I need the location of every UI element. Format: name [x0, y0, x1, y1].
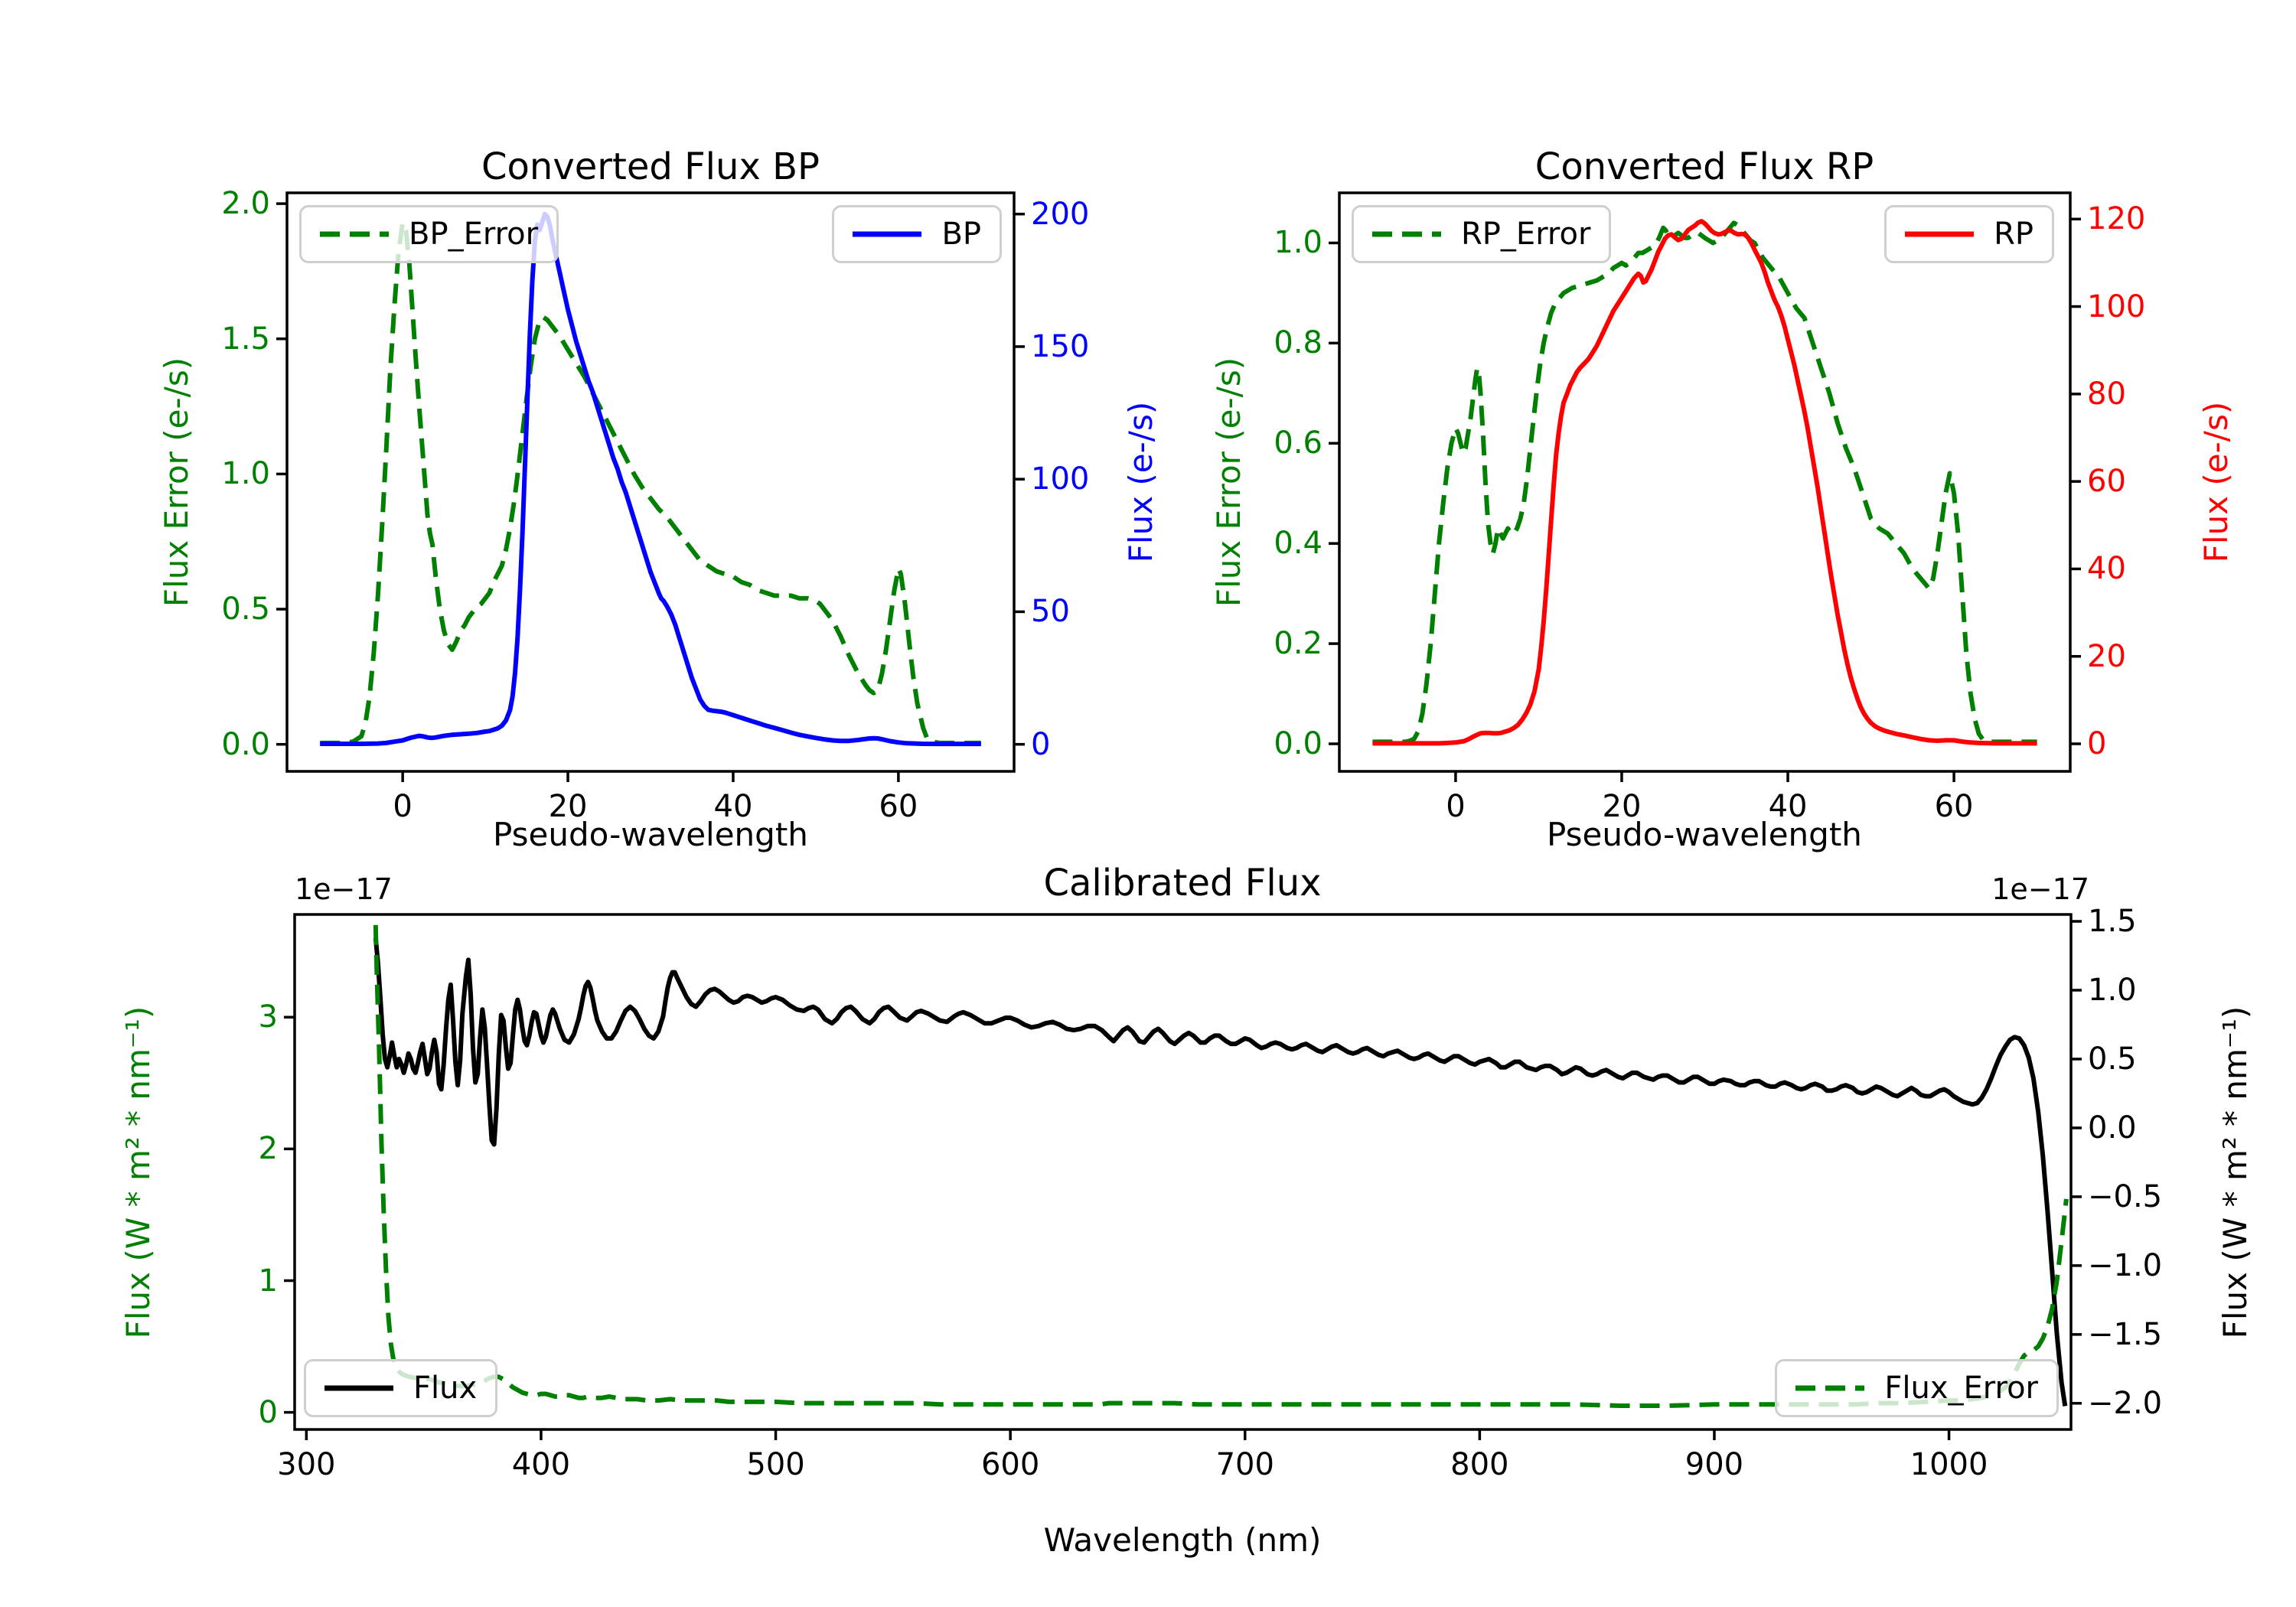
bp-left-ylabel: Flux Error (e-/s) [157, 357, 195, 608]
flux-legend-line [325, 1385, 393, 1391]
rp-right-tick-label: 20 [2087, 638, 2126, 674]
cal-x-tick-label: 300 [277, 1447, 336, 1482]
bp-error-curve [320, 220, 981, 745]
rp-legend-line [1905, 231, 1975, 237]
bp-xlabel: Pseudo-wavelength [493, 816, 808, 853]
rp-legend-label: RP [1994, 217, 2033, 252]
bp-left-tick-label: 1.0 [221, 456, 270, 492]
cal-left-tick-label: 2 [258, 1131, 278, 1167]
rp-left-tick-label: 0.6 [1274, 425, 1322, 461]
bp-right-ylabel: Flux (e-/s) [1121, 401, 1159, 563]
rp-left-tick-label: 0.4 [1274, 526, 1322, 562]
rp-right-tick-label: 120 [2087, 201, 2146, 237]
rp-x-tick-label: 0 [1446, 789, 1466, 824]
flux-error-legend: Flux_Error [1775, 1359, 2059, 1417]
cal-right-tick-label: −2.0 [2088, 1385, 2163, 1421]
cal-right-tick-label: 0.5 [2088, 1041, 2137, 1077]
bp-legend-label: BP [941, 217, 981, 252]
cal-left-tick-label: 1 [258, 1263, 278, 1299]
rp-left-tick-label: 0.8 [1274, 325, 1322, 361]
rp-plot-area [1372, 219, 2037, 746]
bp-error-legend-line [320, 231, 389, 237]
rp-right-tick-label: 100 [2087, 288, 2146, 324]
bp-right-tick-label: 150 [1031, 328, 1090, 364]
rp-curve [1372, 219, 2037, 746]
bp-plot-area [320, 211, 981, 747]
cal-x-tick-label: 700 [1215, 1447, 1274, 1482]
bp-left-tick-label: 0.5 [221, 592, 270, 627]
bp-right-tick-label: 0 [1031, 726, 1051, 762]
bp-right-tick-label: 200 [1031, 196, 1090, 232]
cal-right-tick-label: 1.0 [2088, 972, 2137, 1008]
rp-error-legend-line [1372, 231, 1441, 237]
bp-right-tick-label: 100 [1031, 461, 1090, 497]
flux-error-legend-label: Flux_Error [1884, 1371, 2038, 1406]
cal-right-ylabel: Flux (W * m² * nm⁻¹) [2216, 1006, 2254, 1339]
bp-x-tick-label: 20 [548, 789, 588, 824]
rp-right-tick-label: 60 [2087, 464, 2126, 500]
rp-legend: RP [1884, 205, 2054, 263]
rp-right-tick-label: 0 [2087, 726, 2107, 761]
cal-left-tick-label: 0 [258, 1394, 278, 1430]
rp-error-curve [1372, 220, 2037, 745]
bp-x-tick-label: 60 [879, 789, 918, 824]
cal-xlabel: Wavelength (nm) [1043, 1521, 1322, 1559]
cal-left-offset-text: 1e−17 [295, 872, 393, 906]
bp-left-tick-label: 1.5 [221, 321, 270, 357]
cal-x-tick-label: 500 [746, 1447, 805, 1482]
rp-x-tick-label: 40 [1768, 789, 1808, 824]
cal-left-ylabel: Flux (W * m² * nm⁻¹) [119, 1006, 157, 1339]
bp-spines [285, 191, 1016, 773]
rp-spines [1338, 191, 2072, 773]
bp-error-legend: BP_Error [299, 205, 559, 263]
rp-left-tick-label: 0.0 [1274, 726, 1322, 761]
cal-x-tick-label: 600 [980, 1447, 1040, 1482]
flux-curve [373, 937, 2068, 1407]
cal-spines [293, 913, 2073, 1431]
bp-left-tick-label: 2.0 [221, 186, 270, 222]
flux-error-curve [373, 924, 2069, 1408]
rp-error-legend: RP_Error [1352, 205, 1612, 263]
cal-x-tick-label: 400 [511, 1447, 571, 1482]
flux-legend-label: Flux [413, 1371, 478, 1406]
rp-left-tick-label: 0.2 [1274, 626, 1322, 662]
cal-right-tick-label: −1.5 [2088, 1316, 2163, 1352]
cal-right-tick-label: −0.5 [2088, 1178, 2163, 1214]
rp-x-tick-label: 20 [1602, 789, 1642, 824]
rp-right-ylabel: Flux (e-/s) [2197, 401, 2235, 563]
flux-legend: Flux [304, 1359, 498, 1417]
rp-error-legend-label: RP_Error [1461, 217, 1591, 252]
bp-title: Converted Flux BP [481, 145, 820, 188]
bp-curve [320, 211, 981, 747]
bp-x-tick-label: 0 [393, 789, 413, 824]
cal-right-offset-text: 1e−17 [1991, 872, 2089, 906]
bp-legend-line [853, 231, 922, 237]
bp-x-tick-label: 40 [713, 789, 753, 824]
cal-right-tick-label: 0.0 [2088, 1110, 2137, 1146]
bp-left-tick-label: 0.0 [221, 726, 270, 762]
bp-error-legend-label: BP_Error [409, 217, 539, 252]
cal-plot-area [373, 924, 2069, 1408]
cal-right-tick-label: −1.0 [2088, 1247, 2163, 1283]
bp-right-tick-label: 50 [1031, 594, 1070, 630]
cal-x-tick-label: 1000 [1910, 1447, 1988, 1482]
rp-xlabel: Pseudo-wavelength [1547, 816, 1862, 853]
rp-x-tick-label: 60 [1934, 789, 1974, 824]
cal-x-tick-label: 900 [1684, 1447, 1744, 1482]
rp-left-ylabel: Flux Error (e-/s) [1209, 357, 1247, 608]
cal-right-tick-label: 1.5 [2088, 903, 2137, 939]
cal-title: Calibrated Flux [1043, 862, 1322, 905]
bp-legend: BP [832, 205, 1002, 263]
rp-left-tick-label: 1.0 [1274, 225, 1322, 261]
cal-left-tick-label: 3 [258, 999, 278, 1035]
rp-right-tick-label: 40 [2087, 551, 2126, 587]
cal-x-tick-label: 800 [1450, 1447, 1509, 1482]
rp-right-tick-label: 80 [2087, 376, 2126, 412]
flux-error-legend-line [1795, 1385, 1865, 1391]
rp-title: Converted Flux RP [1534, 145, 1874, 188]
